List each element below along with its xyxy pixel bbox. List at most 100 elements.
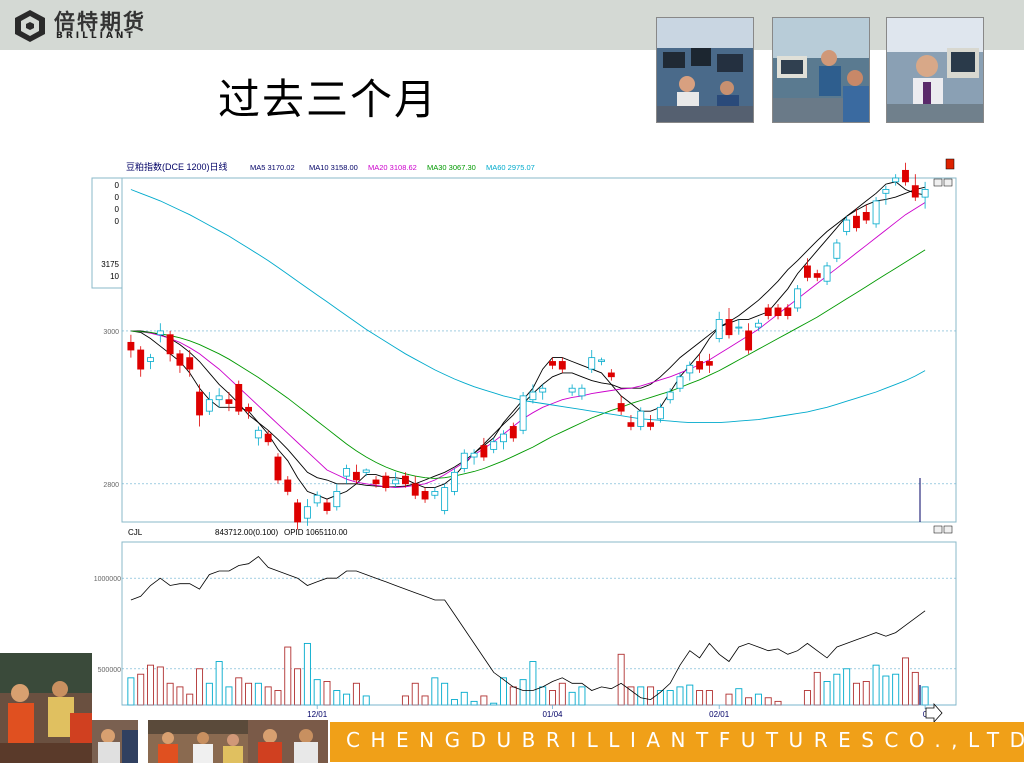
candle-body bbox=[451, 471, 458, 492]
candle-body bbox=[764, 307, 772, 317]
candle-body bbox=[470, 452, 478, 458]
y-tick-label: 3000 bbox=[103, 329, 119, 336]
volume-bar bbox=[176, 686, 184, 706]
candle-body bbox=[460, 452, 468, 469]
x-tick-label: 01/04 bbox=[542, 710, 563, 719]
volume-bar bbox=[843, 668, 851, 706]
volume-bar bbox=[764, 697, 772, 706]
slide-title: 过去三个月 bbox=[218, 75, 439, 124]
candle-body bbox=[803, 265, 811, 278]
x-tick-label: 0 bbox=[923, 710, 928, 719]
volume-bar bbox=[156, 666, 164, 706]
side-value: 0 bbox=[115, 193, 120, 202]
candle-body bbox=[225, 399, 233, 404]
candle-body bbox=[421, 491, 429, 500]
candle-body bbox=[313, 494, 321, 504]
scroll-left-icon bbox=[933, 178, 943, 187]
candle-body bbox=[607, 372, 615, 378]
volume-y-tick-label: 500000 bbox=[98, 667, 121, 674]
candle-body bbox=[127, 341, 135, 351]
candle-body bbox=[431, 491, 439, 496]
candle-body bbox=[853, 215, 860, 229]
volume-bar bbox=[303, 642, 311, 706]
volume-bar bbox=[921, 686, 929, 706]
volume-bar bbox=[411, 682, 419, 706]
volume-bar bbox=[313, 679, 321, 706]
candle-body bbox=[794, 288, 802, 309]
volume-bar bbox=[725, 693, 733, 706]
candle-body bbox=[774, 307, 782, 317]
volume-bar bbox=[529, 661, 537, 706]
volume-bar bbox=[460, 691, 468, 706]
candle-body bbox=[166, 334, 174, 355]
candle-body bbox=[303, 506, 311, 519]
volume-bar bbox=[225, 686, 233, 706]
candle-body bbox=[705, 361, 713, 366]
side-value: 0 bbox=[115, 181, 120, 190]
volume-bar bbox=[862, 681, 870, 706]
candle-body bbox=[411, 483, 419, 496]
candle-body bbox=[676, 376, 684, 389]
candle-body bbox=[823, 265, 831, 282]
candle-body bbox=[480, 445, 488, 458]
volume-bar bbox=[519, 679, 527, 706]
trading-crowd-photo-4 bbox=[248, 720, 328, 763]
volume-value: 843712.00(0.100) bbox=[215, 528, 279, 537]
candle-body bbox=[392, 479, 400, 485]
volume-bar bbox=[441, 682, 449, 706]
candle-body bbox=[382, 475, 390, 488]
candle-body bbox=[735, 326, 743, 329]
open-interest-line bbox=[130, 555, 926, 701]
ma-line-ma10 bbox=[130, 186, 926, 488]
volume-bar bbox=[480, 695, 488, 706]
volume-bar bbox=[294, 668, 302, 706]
volume-bar bbox=[617, 653, 625, 706]
volume-bar bbox=[813, 671, 821, 706]
candle-body bbox=[902, 169, 909, 183]
volume-bar bbox=[509, 686, 517, 706]
candle-body bbox=[196, 391, 203, 416]
candle-body bbox=[186, 357, 194, 370]
candle-body bbox=[715, 319, 723, 339]
chart-title: 豆粕指数(DCE 1200)日线 bbox=[126, 161, 228, 172]
candle-body bbox=[176, 353, 184, 366]
candle-body bbox=[872, 200, 880, 225]
candle-body bbox=[333, 491, 341, 508]
candle-body bbox=[509, 426, 517, 439]
candle-body bbox=[401, 475, 409, 485]
ma-line-ma5 bbox=[130, 181, 926, 500]
volume-bar bbox=[705, 690, 713, 706]
volume-bar bbox=[450, 699, 458, 706]
volume-bar bbox=[333, 690, 341, 706]
candle-body bbox=[882, 189, 890, 194]
candle-body bbox=[843, 219, 851, 232]
trading-crowd-photo-3 bbox=[148, 720, 248, 763]
candle-body bbox=[754, 322, 762, 328]
volume-bar bbox=[911, 671, 919, 706]
candle-body bbox=[254, 429, 262, 439]
volume-bar bbox=[323, 681, 331, 706]
volume-bar bbox=[647, 686, 655, 706]
candle-body bbox=[647, 422, 655, 427]
chart-background bbox=[92, 154, 958, 718]
candle-body bbox=[558, 361, 566, 370]
candle-body bbox=[549, 361, 556, 366]
x-tick-label: 02/01 bbox=[709, 710, 730, 719]
indicator-ma10: MA10 3158.00 bbox=[309, 163, 358, 172]
indicator-ma5: MA5 3170.02 bbox=[250, 163, 295, 172]
indicator-ma60: MA60 2975.07 bbox=[486, 163, 535, 172]
alert-icon bbox=[945, 158, 955, 170]
volume-bar bbox=[254, 682, 262, 706]
candle-body bbox=[362, 469, 370, 473]
next-arrow-icon bbox=[925, 702, 943, 724]
candle-body bbox=[205, 399, 213, 412]
ma-line-ma20 bbox=[130, 202, 926, 489]
volume-label: CJL bbox=[128, 528, 143, 537]
candle-body bbox=[215, 395, 223, 401]
volume-bar bbox=[196, 668, 204, 706]
volume-bar bbox=[823, 681, 831, 706]
side-value: 10 bbox=[110, 272, 119, 281]
candle-body bbox=[666, 391, 674, 401]
volume-bar bbox=[186, 693, 194, 706]
